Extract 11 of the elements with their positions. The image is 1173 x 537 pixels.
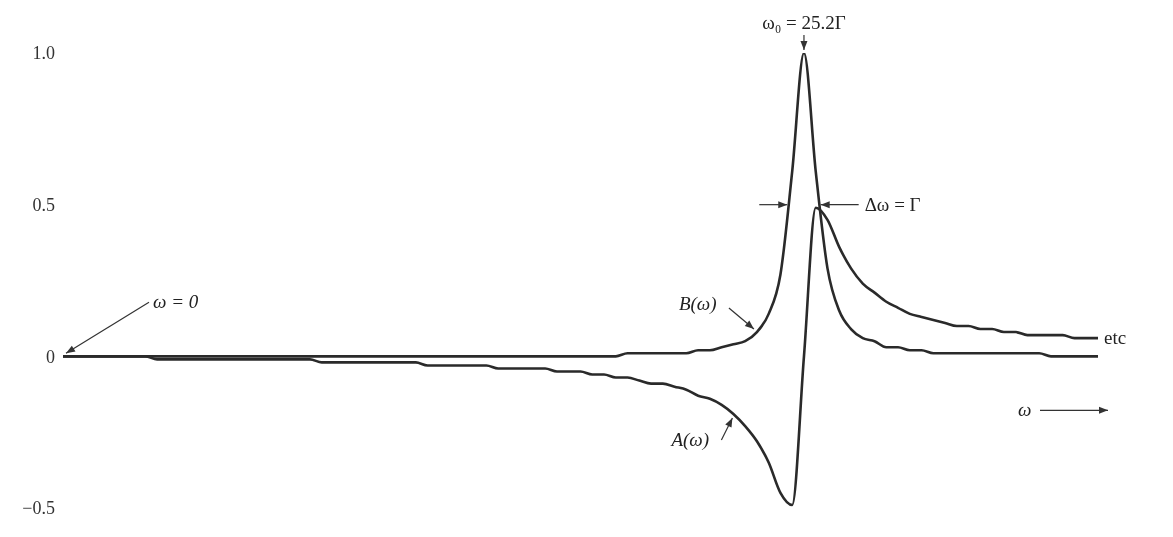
y-tick-label: 0 (46, 346, 55, 367)
series-label: B(ω) (678, 293, 717, 316)
legend-label: A(ω) (669, 428, 710, 451)
text: ω₀ = 25.2Γ (762, 12, 846, 33)
x-axis-title: ω (1018, 399, 1032, 421)
y-tick-label: 1.0 (32, 43, 55, 64)
annotation: ω = 0 (153, 291, 199, 313)
y-tick-label: 0.5 (32, 195, 55, 216)
text: etc (1104, 327, 1127, 349)
annotation: Δω = Γ (864, 193, 921, 215)
y-tick-label: −0.5 (22, 498, 55, 519)
